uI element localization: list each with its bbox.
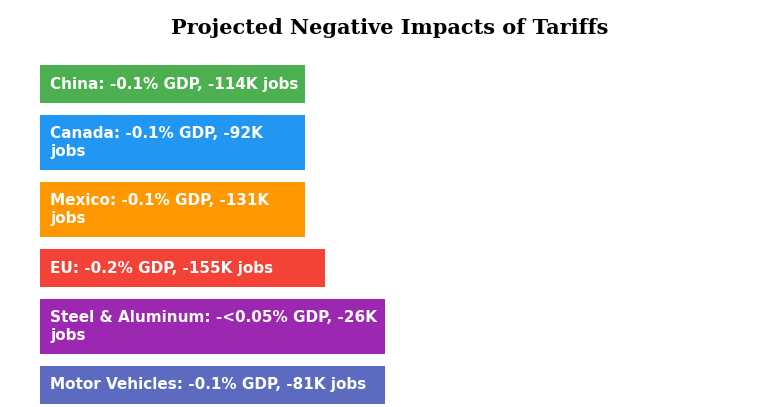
FancyBboxPatch shape	[40, 366, 385, 404]
Text: Projected Negative Impacts of Tariffs: Projected Negative Impacts of Tariffs	[172, 18, 608, 38]
Text: China: -0.1% GDP, -114K jobs: China: -0.1% GDP, -114K jobs	[50, 77, 299, 92]
Text: Mexico: -0.1% GDP, -131K
jobs: Mexico: -0.1% GDP, -131K jobs	[50, 193, 269, 226]
FancyBboxPatch shape	[40, 115, 305, 170]
FancyBboxPatch shape	[40, 65, 305, 103]
Text: Canada: -0.1% GDP, -92K
jobs: Canada: -0.1% GDP, -92K jobs	[50, 126, 263, 159]
FancyBboxPatch shape	[40, 249, 325, 287]
Text: Motor Vehicles: -0.1% GDP, -81K jobs: Motor Vehicles: -0.1% GDP, -81K jobs	[50, 378, 367, 392]
FancyBboxPatch shape	[40, 182, 305, 237]
Text: Steel & Aluminum: -<0.05% GDP, -26K
jobs: Steel & Aluminum: -<0.05% GDP, -26K jobs	[50, 310, 377, 343]
Text: EU: -0.2% GDP, -155K jobs: EU: -0.2% GDP, -155K jobs	[50, 260, 273, 276]
FancyBboxPatch shape	[40, 299, 385, 354]
